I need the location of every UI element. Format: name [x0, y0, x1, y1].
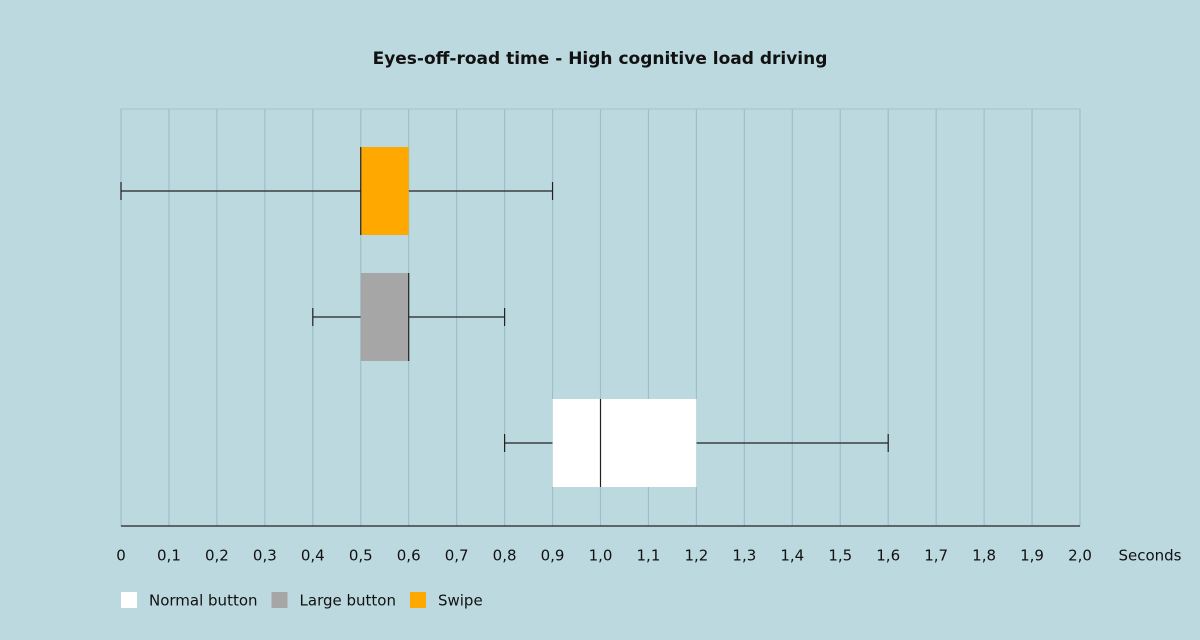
x-tick-label: 1,7 — [924, 547, 948, 565]
box — [360, 147, 409, 235]
x-tick-label: 1,5 — [828, 547, 852, 565]
x-tick-label: 0,1 — [157, 547, 181, 565]
x-tick-label: 1,3 — [732, 547, 756, 565]
x-axis-label: Seconds — [1118, 547, 1181, 565]
x-tick-label: 1,4 — [780, 547, 804, 565]
x-tick-label: 1,9 — [1020, 547, 1044, 565]
x-tick-label: 0,3 — [253, 547, 277, 565]
x-tick-label: 1,6 — [876, 547, 900, 565]
x-tick-label: 0,9 — [541, 547, 565, 565]
legend-swatch — [271, 592, 288, 608]
legend-label: Swipe — [438, 592, 483, 610]
box — [360, 273, 409, 361]
x-tick-label: 0,7 — [445, 547, 469, 565]
x-tick-label: 0,6 — [397, 547, 421, 565]
box — [552, 399, 697, 487]
legend-label: Normal button — [149, 592, 258, 610]
x-tick-label: 0,2 — [205, 547, 229, 565]
x-tick-label: 1,8 — [972, 547, 996, 565]
x-tick-label: 0 — [116, 547, 126, 565]
x-tick-label: 0,4 — [301, 547, 325, 565]
legend-swatch — [121, 592, 137, 608]
x-tick-label: 1,0 — [589, 547, 613, 565]
x-tick-label: 0,8 — [493, 547, 517, 565]
legend-swatch — [409, 592, 426, 608]
x-tick-label: 0,5 — [349, 547, 373, 565]
x-tick-label: 2,0 — [1068, 547, 1092, 565]
x-tick-label: 1,2 — [684, 547, 708, 565]
x-tick-label: 1,1 — [637, 547, 661, 565]
chart-title: Eyes-off-road time - High cognitive load… — [373, 49, 828, 69]
legend-label: Large button — [300, 592, 396, 610]
